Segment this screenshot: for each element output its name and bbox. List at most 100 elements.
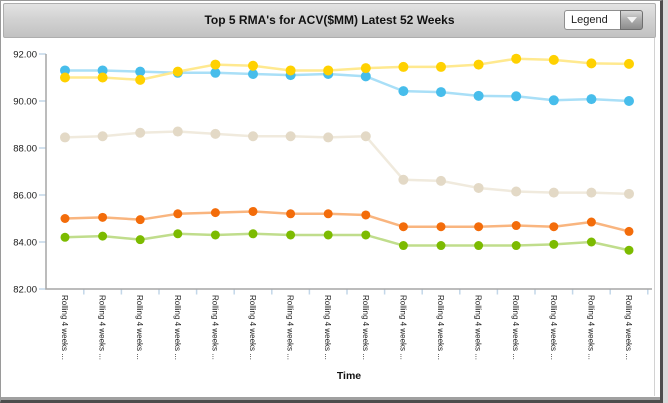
data-point-orange[interactable] <box>210 208 220 218</box>
data-point-green[interactable] <box>398 241 408 251</box>
data-point-green[interactable] <box>436 241 446 251</box>
data-point-green[interactable] <box>210 230 220 240</box>
data-point-orange[interactable] <box>398 222 408 232</box>
data-point-green[interactable] <box>474 241 484 251</box>
y-axis-label: 92.00 <box>13 50 37 61</box>
data-point-green[interactable] <box>361 230 371 240</box>
data-point-blue[interactable] <box>436 87 446 98</box>
x-axis-label: Rolling 4 weeks ... <box>248 295 257 360</box>
data-point-yellow[interactable] <box>323 65 334 76</box>
data-point-green[interactable] <box>173 229 183 239</box>
series-line-green <box>63 232 631 252</box>
data-point-blue[interactable] <box>473 90 484 101</box>
data-point-green[interactable] <box>60 232 70 242</box>
data-point-blue[interactable] <box>511 91 522 102</box>
x-axis-title: Time <box>337 370 361 382</box>
data-point-yellow[interactable] <box>624 58 634 69</box>
data-point-orange[interactable] <box>98 212 108 222</box>
data-point-orange[interactable] <box>248 206 258 216</box>
data-point-tan[interactable] <box>624 188 634 199</box>
data-point-tan[interactable] <box>586 187 597 198</box>
axes <box>45 54 652 290</box>
data-point-blue[interactable] <box>97 65 108 76</box>
data-point-green[interactable] <box>98 231 108 241</box>
data-point-tan[interactable] <box>285 131 296 142</box>
data-point-yellow[interactable] <box>285 65 296 76</box>
data-point-orange[interactable] <box>474 222 484 232</box>
legend-dropdown-value[interactable]: Legend <box>564 10 620 30</box>
data-point-tan[interactable] <box>60 132 70 143</box>
data-point-tan[interactable] <box>436 175 446 186</box>
x-axis-label: Rolling 4 weeks ... <box>511 295 520 360</box>
data-point-tan[interactable] <box>210 128 221 139</box>
x-axis-label: Rolling 4 weeks ... <box>173 295 182 360</box>
data-point-blue[interactable] <box>586 94 597 105</box>
data-point-orange[interactable] <box>60 214 70 223</box>
data-point-tan[interactable] <box>398 174 409 185</box>
data-point-orange[interactable] <box>586 217 596 227</box>
data-point-yellow[interactable] <box>511 53 522 64</box>
data-point-orange[interactable] <box>549 222 559 232</box>
x-axis-label: Rolling 4 weeks ... <box>624 295 633 360</box>
data-point-tan[interactable] <box>473 182 484 193</box>
data-point-green[interactable] <box>135 235 145 245</box>
data-point-orange[interactable] <box>135 215 145 225</box>
data-point-yellow[interactable] <box>60 72 70 83</box>
data-point-green[interactable] <box>586 237 596 247</box>
legend-dropdown-button[interactable] <box>620 10 643 30</box>
x-axis-label: Rolling 4 weeks ... <box>586 295 595 360</box>
y-axis-label: 88.00 <box>13 144 37 155</box>
data-point-green[interactable] <box>511 241 521 251</box>
data-point-yellow[interactable] <box>586 58 597 69</box>
data-point-yellow[interactable] <box>97 72 108 83</box>
data-point-tan[interactable] <box>97 131 108 142</box>
data-point-blue[interactable] <box>248 68 258 79</box>
data-point-tan[interactable] <box>135 127 146 138</box>
data-point-tan[interactable] <box>360 131 371 142</box>
data-point-green[interactable] <box>549 239 559 249</box>
chart-title: Top 5 RMA's for ACV($MM) Latest 52 Weeks <box>204 13 455 27</box>
data-point-tan[interactable] <box>248 131 258 142</box>
data-point-green[interactable] <box>248 229 258 239</box>
data-point-orange[interactable] <box>173 209 183 219</box>
data-point-yellow[interactable] <box>248 60 258 71</box>
data-point-blue[interactable] <box>360 71 371 82</box>
data-point-orange[interactable] <box>323 209 333 219</box>
data-point-green[interactable] <box>323 230 333 240</box>
data-point-blue[interactable] <box>135 66 146 77</box>
legend-dropdown[interactable]: Legend <box>564 10 643 30</box>
data-point-orange[interactable] <box>436 222 446 232</box>
data-point-blue[interactable] <box>624 96 634 106</box>
data-point-yellow[interactable] <box>436 61 446 72</box>
data-point-yellow[interactable] <box>172 66 183 77</box>
data-point-green[interactable] <box>286 230 296 240</box>
data-point-yellow[interactable] <box>548 54 559 65</box>
data-point-tan[interactable] <box>548 187 559 198</box>
data-point-yellow[interactable] <box>398 61 409 72</box>
data-point-yellow[interactable] <box>473 59 484 70</box>
x-axis-label: Rolling 4 weeks ... <box>436 295 445 360</box>
x-axis-label: Rolling 4 weeks ... <box>210 295 219 360</box>
data-point-blue[interactable] <box>210 67 221 78</box>
line-chart: 92.00 90.00 88.00 86.00 84.00 82.00 Rolling 4 … <box>13 50 652 382</box>
data-point-orange[interactable] <box>624 226 634 236</box>
data-point-yellow[interactable] <box>210 59 221 70</box>
y-axis-label: 90.00 <box>13 97 37 108</box>
data-point-tan[interactable] <box>511 186 522 197</box>
data-point-orange[interactable] <box>361 210 371 220</box>
data-point-tan[interactable] <box>323 132 334 143</box>
chart-plot-area: 92.00 90.00 88.00 86.00 84.00 82.00 Rolling 4 … <box>2 38 655 396</box>
data-point-yellow[interactable] <box>135 74 146 85</box>
x-axis-label: Rolling 4 weeks ... <box>361 295 370 360</box>
data-point-orange[interactable] <box>511 221 521 231</box>
data-point-blue[interactable] <box>548 95 559 106</box>
data-point-blue[interactable] <box>60 65 70 76</box>
x-axis-label: Rolling 4 weeks ... <box>398 295 407 360</box>
data-point-blue[interactable] <box>398 86 409 97</box>
data-point-tan[interactable] <box>172 126 183 137</box>
data-point-green[interactable] <box>624 245 634 255</box>
series-line-yellow <box>63 57 631 82</box>
data-point-orange[interactable] <box>286 209 296 219</box>
data-point-yellow[interactable] <box>360 63 371 74</box>
